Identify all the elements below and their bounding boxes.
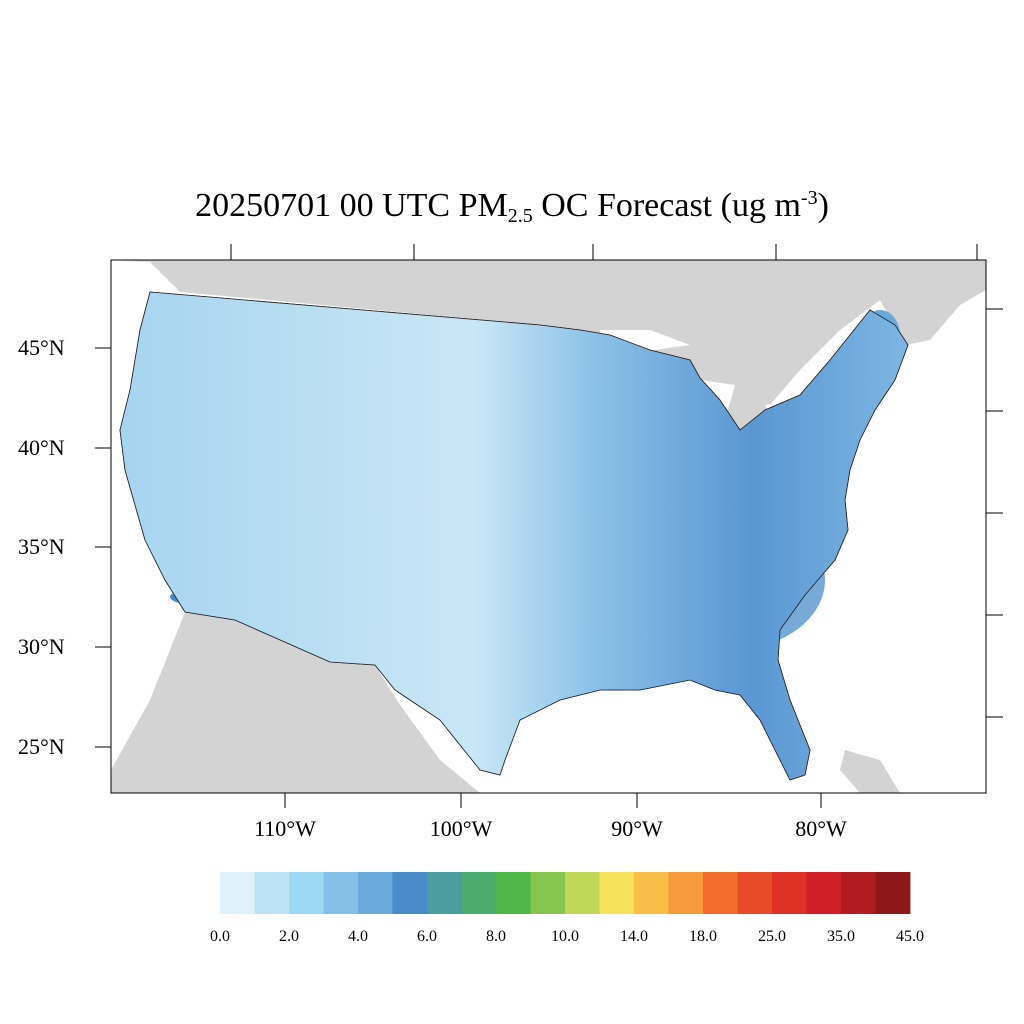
map-title: 20250701 00 UTC PM2.5 OC Forecast (ug m-… [0, 186, 1024, 226]
lat-label-25n: 25°N [18, 734, 65, 759]
colorbar-swatch [358, 872, 393, 914]
colorbar-label: 4.0 [348, 928, 368, 945]
colorbar-label: 35.0 [827, 928, 855, 945]
mexico-land [111, 612, 480, 793]
colorbar-swatch [392, 872, 428, 914]
title-prefix: 20250701 00 UTC PM [195, 187, 508, 224]
map-frame [110, 259, 987, 794]
colorbar-swatch [323, 872, 359, 914]
title-superscript: -3 [800, 187, 818, 209]
lat-label-35n: 35°N [18, 534, 65, 559]
colorbar-label: 10.0 [551, 928, 579, 945]
colorbar-swatch [806, 872, 842, 914]
colorbar-swatch [599, 872, 635, 914]
map-area [111, 260, 986, 793]
lat-label-40n: 40°N [18, 435, 65, 460]
colorbar-swatch [703, 872, 738, 914]
colorbar-label: 2.0 [279, 928, 299, 945]
canada-land [111, 260, 986, 440]
title-suffix: ) [817, 187, 829, 224]
lat-ticks [95, 347, 111, 748]
lon-label-90w: 90°W [611, 816, 663, 841]
lat-label-30n: 30°N [18, 634, 65, 659]
colorbar-swatch [254, 872, 290, 914]
colorbar-label: 8.0 [486, 928, 506, 945]
lon-ticks [284, 793, 822, 808]
colorbar-swatch [565, 872, 600, 914]
colorbar-swatch [496, 872, 531, 914]
lon-label-80w: 80°W [795, 816, 847, 841]
colorbar-swatch [289, 872, 324, 914]
colorbar-swatch [875, 872, 911, 914]
colorbar-label: 14.0 [620, 928, 648, 945]
lat-label-45n: 45°N [18, 335, 65, 360]
colorbar-label: 25.0 [758, 928, 786, 945]
colorbar-label: 45.0 [896, 928, 924, 945]
lon-label-100w: 100°W [429, 816, 493, 841]
right-ticks [986, 308, 1003, 718]
colorbar-swatch [668, 872, 704, 914]
colorbar-swatch [461, 872, 497, 914]
colorbar-swatch [772, 872, 807, 914]
title-middle: OC Forecast (ug m [532, 187, 801, 224]
colorbar-swatch [530, 872, 566, 914]
lon-label-110w: 110°W [254, 816, 316, 841]
title-subscript: 2.5 [507, 205, 533, 227]
colorbar-label: 0.0 [210, 928, 230, 945]
colorbar-label: 18.0 [689, 928, 717, 945]
colorbar-swatch [737, 872, 773, 914]
colorbar-label: 6.0 [417, 928, 437, 945]
caribbean-land [840, 750, 900, 793]
colorbar-swatch [634, 872, 669, 914]
colorbar-swatch [841, 872, 876, 914]
colorbar-swatch [427, 872, 462, 914]
colorbar [220, 872, 911, 914]
colorbar-swatch [220, 872, 255, 914]
top-ticks [230, 244, 978, 260]
